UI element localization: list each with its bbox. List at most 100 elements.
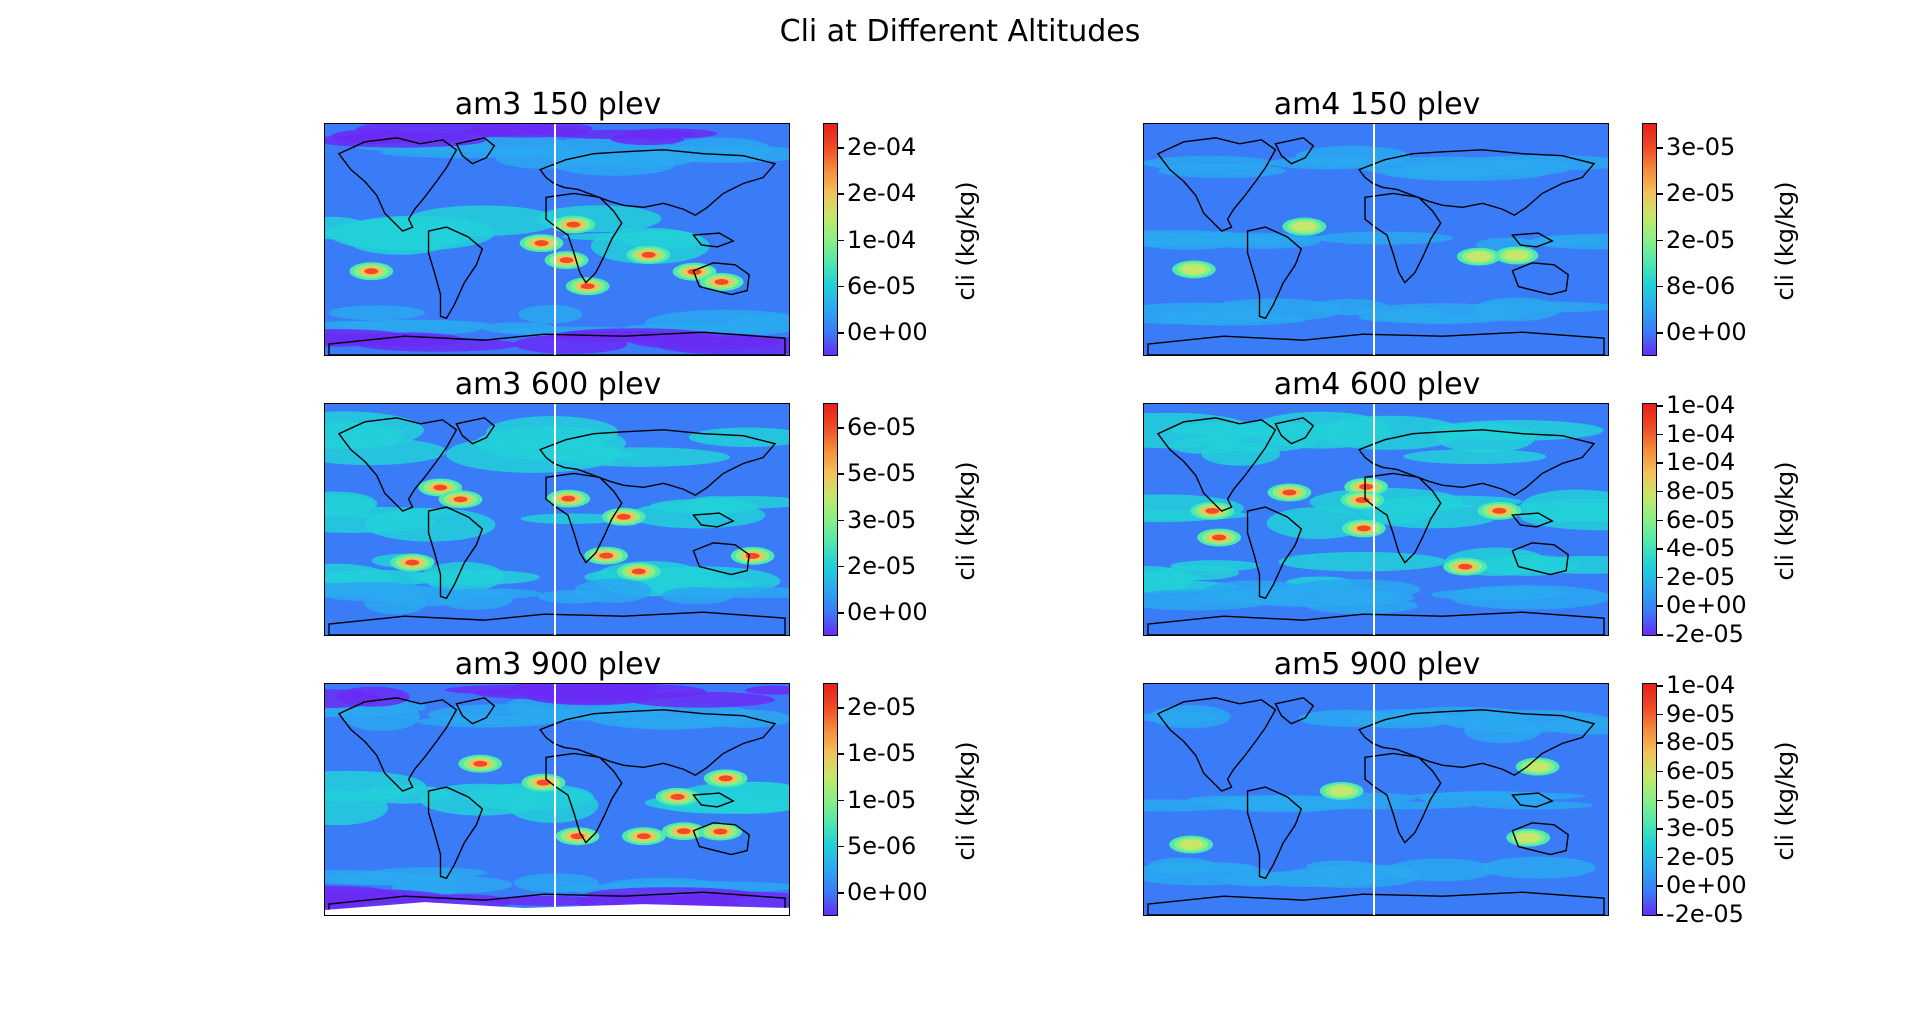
- colorbar: [823, 683, 838, 916]
- colorbar-tick-label: 0e+00: [847, 598, 928, 626]
- field-peak: [1509, 252, 1524, 259]
- colorbar-tick-label: 1e-05: [847, 739, 917, 768]
- colorbar-tick: [1657, 462, 1663, 464]
- coastline: [427, 506, 484, 600]
- field-contour: [336, 686, 410, 707]
- coastline: [1246, 506, 1303, 600]
- coastline: [1274, 417, 1315, 445]
- coastline: [1156, 137, 1277, 232]
- coastline: [328, 331, 786, 355]
- field-peak: [433, 484, 448, 491]
- coastline: [1147, 611, 1605, 635]
- colorbar-tick-label: 3e-05: [1666, 133, 1736, 161]
- colorbar-tick: [1657, 405, 1663, 407]
- coastline: [538, 709, 777, 777]
- field-contour: [341, 132, 469, 143]
- field-contour: [473, 687, 618, 700]
- field-peak: [1359, 483, 1374, 490]
- field-contour: [583, 701, 755, 730]
- colorbar-tick: [838, 565, 844, 568]
- colorbar-tick-label: 2e-05: [847, 693, 917, 721]
- colorbar-tick-label: 5e-05: [1666, 785, 1736, 814]
- field-contour: [513, 873, 599, 893]
- field-peak: [559, 257, 574, 264]
- coastline: [1274, 137, 1315, 165]
- field-contour: [1468, 301, 1608, 313]
- map-heatmap: [1144, 684, 1608, 915]
- colorbar: [1642, 123, 1657, 356]
- field-peak: [1530, 763, 1545, 770]
- colorbar-tick: [838, 239, 844, 241]
- colorbar-tick: [838, 193, 844, 195]
- field-contour: [1514, 556, 1608, 574]
- figure-title: Cli at Different Altitudes: [779, 14, 1141, 49]
- field-contour: [1278, 551, 1447, 572]
- field-peak: [1297, 223, 1312, 230]
- field-peak: [405, 559, 420, 566]
- colorbar-tick-label: 6e-05: [847, 271, 917, 300]
- field-contour: [1144, 155, 1275, 171]
- colorbar-tick-label: 0e+00: [847, 318, 928, 346]
- missing-region: [325, 902, 789, 915]
- colorbar-tick: [838, 427, 844, 429]
- panel-title: am4 600 plev: [1273, 367, 1481, 402]
- field-contour: [1220, 871, 1289, 887]
- colorbar-tick: [838, 799, 844, 801]
- field-contour: [537, 590, 608, 604]
- field-contour: [369, 867, 488, 879]
- field-contour: [1520, 503, 1608, 531]
- field-peak: [676, 828, 691, 835]
- field-contour: [688, 427, 789, 447]
- coastline: [1274, 697, 1315, 725]
- colorbar-tick: [1657, 519, 1663, 521]
- map-heatmap: [1144, 124, 1608, 355]
- field-peak: [536, 779, 551, 786]
- map-panel: [324, 123, 790, 356]
- colorbar-tick: [838, 147, 844, 149]
- map-panel: [1143, 403, 1609, 636]
- coastline: [1156, 417, 1277, 512]
- field-contour: [518, 305, 583, 324]
- colorbar-tick-label: 2e-05: [1666, 562, 1736, 591]
- colorbar: [1642, 683, 1657, 916]
- field-peak: [1187, 266, 1201, 273]
- coastline: [427, 226, 484, 320]
- colorbar-tick: [1657, 742, 1663, 744]
- field-contour: [437, 588, 514, 610]
- colorbar-tick-label: 9e-05: [1666, 699, 1736, 728]
- map-panel: [324, 683, 790, 916]
- colorbar-tick: [1657, 147, 1663, 149]
- field-contour: [745, 685, 789, 695]
- field-contour: [421, 561, 505, 592]
- colorbar-tick: [1657, 685, 1663, 687]
- colorbar-label: cli (kg/kg): [952, 741, 980, 861]
- coastline: [1511, 792, 1554, 808]
- colorbar-label: cli (kg/kg): [1771, 181, 1799, 301]
- coastline: [1357, 429, 1596, 497]
- coastline: [1246, 226, 1303, 320]
- field-peak: [670, 793, 685, 800]
- coastline: [337, 137, 458, 232]
- field-contour: [1244, 589, 1415, 607]
- colorbar-tick-label: 5e-05: [847, 459, 917, 488]
- field-contour: [328, 305, 426, 321]
- field-contour: [709, 781, 789, 807]
- field-contour: [1411, 167, 1494, 177]
- map-panel: [1143, 123, 1609, 356]
- field-contour: [1144, 232, 1209, 247]
- colorbar-tick-label: 2e-04: [847, 133, 917, 161]
- field-peak: [1334, 787, 1349, 794]
- coastline: [692, 822, 750, 856]
- panel-title: am3 900 plev: [454, 647, 662, 682]
- colorbar-tick-label: 6e-05: [847, 413, 917, 441]
- field-contour: [1453, 586, 1567, 601]
- field-peak: [364, 268, 379, 275]
- colorbar-tick-label: 1e-04: [1666, 671, 1736, 699]
- field-peak: [718, 775, 733, 782]
- field-peak: [1212, 534, 1227, 541]
- colorbar-tick-label: 6e-05: [1666, 756, 1736, 785]
- field-contour: [1157, 565, 1240, 581]
- field-contour: [1358, 312, 1504, 324]
- field-contour: [1542, 717, 1608, 735]
- field-contour: [1207, 796, 1373, 811]
